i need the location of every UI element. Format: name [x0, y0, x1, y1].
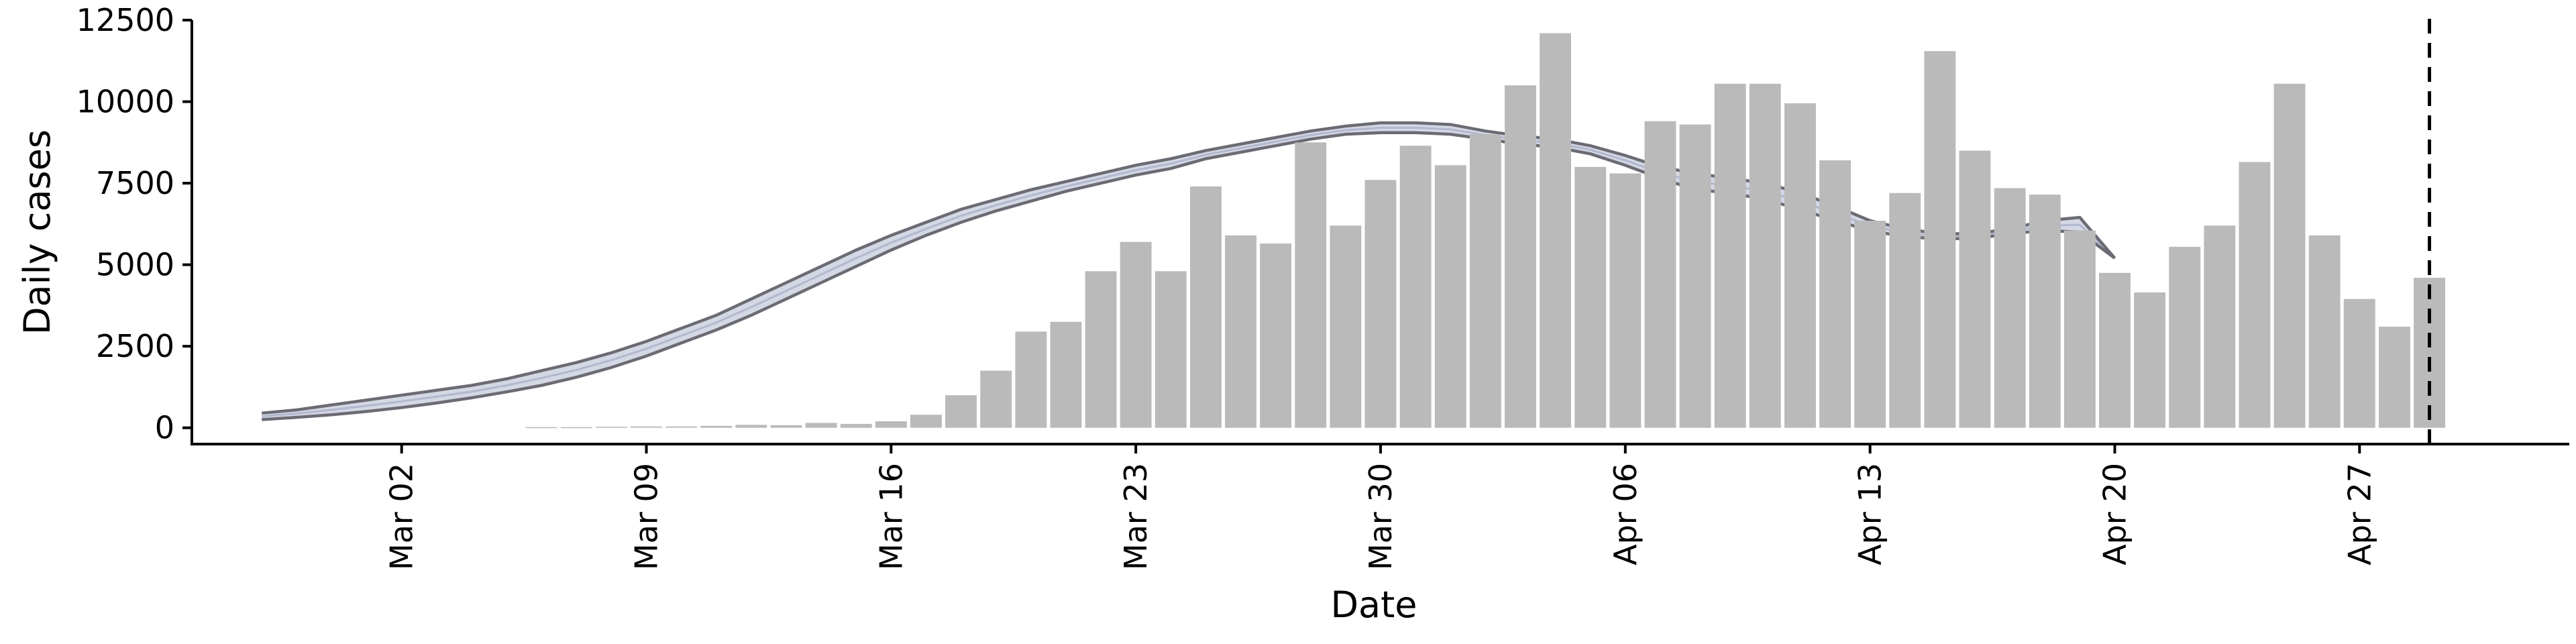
bar	[1330, 225, 1362, 428]
bar	[1819, 160, 1851, 428]
bars-layer	[525, 33, 2445, 429]
y-axis-label: Daily cases	[16, 129, 58, 335]
y-tick-label: 0	[155, 410, 174, 446]
bar	[1399, 146, 1432, 428]
bar	[700, 425, 733, 428]
bar	[1050, 321, 1082, 428]
bar	[2273, 83, 2306, 428]
x-tick-label: Mar 30	[1362, 463, 1399, 570]
bar	[631, 426, 662, 428]
bar	[2099, 272, 2131, 428]
bar	[2169, 246, 2201, 428]
y-tick-label: 10000	[76, 84, 174, 120]
bar	[1120, 241, 1152, 428]
x-tick-label: Mar 02	[384, 463, 420, 570]
bar	[1679, 124, 1711, 428]
x-tick-label: Mar 16	[873, 463, 909, 570]
bar	[1015, 331, 1047, 428]
bar	[1854, 221, 1886, 428]
bar	[1434, 165, 1466, 428]
bar	[945, 395, 977, 428]
bar	[1364, 180, 1397, 428]
bar	[1784, 103, 1816, 428]
bar	[1959, 150, 1991, 428]
x-ticks: Mar 02 Mar 09 Mar 16 Mar 23 Mar 30 Apr 06 Apr …	[384, 444, 2377, 570]
bar	[560, 427, 592, 429]
bar	[805, 423, 837, 428]
bar	[1295, 142, 1327, 428]
bar	[1469, 134, 1501, 428]
bar	[2204, 225, 2236, 428]
bar	[1889, 193, 1921, 428]
bar	[1644, 121, 1676, 428]
x-tick-label: Apr 06	[1607, 463, 1644, 566]
bar	[1085, 271, 1117, 428]
bar	[1155, 271, 1187, 428]
bar	[735, 425, 767, 428]
y-ticks: 0 2500 5000 7500 10000 12500	[76, 2, 192, 446]
bar	[1225, 235, 1256, 428]
x-tick-label: Apr 20	[2096, 463, 2133, 566]
bar	[2308, 235, 2341, 428]
bar	[1505, 85, 1536, 428]
bar	[770, 425, 802, 428]
bar	[980, 370, 1012, 428]
bar	[1994, 188, 2026, 428]
bar	[840, 423, 872, 428]
bar	[1609, 173, 1642, 428]
bar	[2239, 162, 2271, 428]
bar	[2029, 195, 2061, 428]
y-tick-label: 2500	[96, 328, 174, 364]
bar	[596, 427, 627, 428]
bar	[1260, 244, 1292, 428]
bar	[665, 426, 698, 428]
bar	[1574, 166, 1607, 428]
x-tick-label: Mar 23	[1118, 463, 1154, 570]
x-axis-label: Date	[1330, 584, 1417, 626]
y-tick-label: 7500	[96, 165, 174, 201]
x-tick-label: Apr 13	[1852, 463, 1888, 566]
bar	[875, 421, 907, 428]
bar	[2063, 230, 2096, 428]
bar	[1540, 33, 1571, 428]
bar	[910, 415, 942, 428]
y-tick-label: 12500	[76, 2, 174, 38]
bar	[2379, 327, 2410, 428]
bar	[2343, 299, 2375, 428]
x-tick-label: Mar 09	[629, 463, 665, 570]
bar	[2134, 292, 2165, 428]
x-tick-label: Apr 27	[2341, 463, 2377, 566]
bar	[525, 427, 557, 429]
bar	[2414, 278, 2445, 428]
bar	[1749, 83, 1781, 428]
bar	[1714, 83, 1746, 428]
y-tick-label: 5000	[96, 247, 174, 283]
bar	[1190, 186, 1222, 428]
bar	[1924, 51, 1956, 428]
